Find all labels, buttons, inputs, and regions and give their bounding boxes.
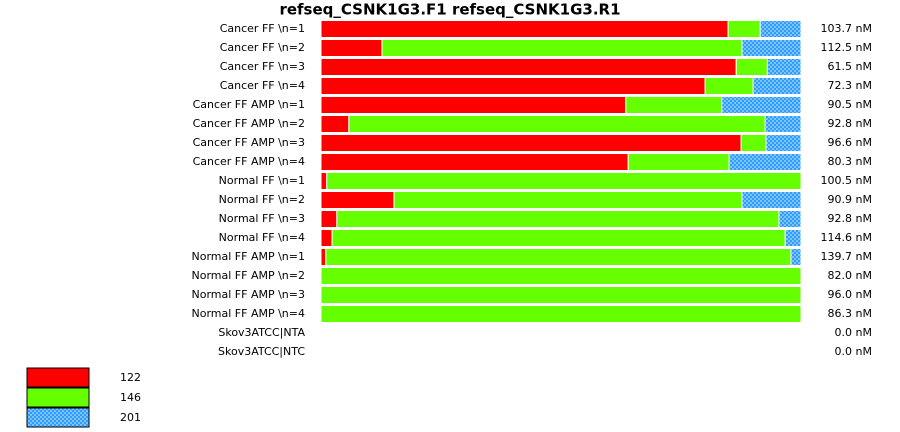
- row-label: Cancer FF \n=4: [220, 79, 305, 92]
- row-label: Normal FF \n=3: [219, 212, 305, 225]
- bar-segment: [627, 153, 730, 171]
- bar-segment: [735, 58, 768, 76]
- bar-segment: [326, 172, 802, 190]
- legend-label: 201: [120, 411, 141, 424]
- bar-segment: [320, 20, 729, 38]
- bar-segment: [765, 134, 802, 152]
- bar-segment: [320, 191, 395, 209]
- bar-segment: [320, 210, 338, 228]
- row-label: Cancer FF AMP \n=4: [193, 155, 305, 168]
- row-label: Cancer FF AMP \n=1: [193, 98, 305, 111]
- bar-segment: [704, 77, 754, 95]
- concentration-label: 72.3 nM: [828, 79, 872, 92]
- row-label: Normal FF AMP \n=1: [192, 250, 306, 263]
- concentration-label: 92.8 nM: [828, 117, 872, 130]
- concentration-label: 90.9 nM: [828, 193, 872, 206]
- concentration-label: 100.5 nM: [821, 174, 872, 187]
- concentration-label: 103.7 nM: [821, 22, 872, 35]
- row-label: Cancer FF \n=2: [220, 41, 305, 54]
- legend-swatch: [26, 407, 90, 428]
- bar-segment: [320, 77, 706, 95]
- concentration-label: 92.8 nM: [828, 212, 872, 225]
- row-label: Normal FF \n=2: [219, 193, 305, 206]
- bar-segment: [721, 96, 802, 114]
- bar-segment: [325, 248, 792, 266]
- row-label: Normal FF AMP \n=4: [192, 307, 306, 320]
- bar-segment: [741, 39, 802, 57]
- concentration-label: 90.5 nM: [828, 98, 872, 111]
- bar-segment: [727, 20, 761, 38]
- bar-segment: [320, 248, 327, 266]
- concentration-label: 114.6 nM: [821, 231, 872, 244]
- bar-segment: [625, 96, 723, 114]
- chart-title: refseq_CSNK1G3.F1 refseq_CSNK1G3.R1: [279, 1, 620, 19]
- bar-segment: [320, 58, 737, 76]
- row-label: Cancer FF AMP \n=2: [193, 117, 305, 130]
- row-label: Normal FF \n=4: [219, 231, 305, 244]
- row-label: Cancer FF \n=1: [220, 22, 305, 35]
- bar-segment: [320, 229, 333, 247]
- concentration-label: 0.0 nM: [835, 326, 872, 339]
- bar-segment: [320, 305, 802, 323]
- bar-segment: [381, 39, 743, 57]
- legend-label: 146: [120, 391, 141, 404]
- bar-segment: [336, 210, 780, 228]
- bar-segment: [320, 286, 802, 304]
- bar-segment: [320, 39, 383, 57]
- row-label: Cancer FF AMP \n=3: [193, 136, 305, 149]
- bar-segment: [752, 77, 802, 95]
- bar-segment: [790, 248, 802, 266]
- bar-segment: [320, 267, 802, 285]
- concentration-label: 112.5 nM: [821, 41, 872, 54]
- bar-segment: [320, 134, 742, 152]
- bar-segment: [320, 172, 328, 190]
- bar-segment: [320, 153, 629, 171]
- bar-segment: [764, 115, 802, 133]
- bar-segment: [348, 115, 766, 133]
- bar-segment: [766, 58, 802, 76]
- bar-segment: [320, 96, 627, 114]
- legend-swatch: [26, 387, 90, 408]
- concentration-label: 80.3 nM: [828, 155, 872, 168]
- bar-segment: [740, 134, 767, 152]
- bar-segment: [778, 210, 802, 228]
- row-label: Normal FF \n=1: [219, 174, 305, 187]
- concentration-label: 96.6 nM: [828, 136, 872, 149]
- concentration-label: 0.0 nM: [835, 345, 872, 358]
- row-label: Normal FF AMP \n=3: [192, 288, 306, 301]
- bar-segment: [393, 191, 743, 209]
- row-label: Cancer FF \n=3: [220, 60, 305, 73]
- row-label: Skov3ATCC|NTC: [218, 345, 305, 358]
- legend-label: 122: [120, 371, 141, 384]
- row-label: Skov3ATCC|NTA: [218, 326, 305, 339]
- concentration-label: 82.0 nM: [828, 269, 872, 282]
- bar-segment: [320, 115, 350, 133]
- concentration-label: 96.0 nM: [828, 288, 872, 301]
- concentration-label: 139.7 nM: [821, 250, 872, 263]
- bar-segment: [759, 20, 802, 38]
- concentration-label: 86.3 nM: [828, 307, 872, 320]
- bar-segment: [728, 153, 802, 171]
- bar-segment: [331, 229, 786, 247]
- concentration-label: 61.5 nM: [828, 60, 872, 73]
- bar-segment: [741, 191, 802, 209]
- bar-segment: [784, 229, 802, 247]
- row-label: Normal FF AMP \n=2: [192, 269, 306, 282]
- legend-swatch: [26, 367, 90, 388]
